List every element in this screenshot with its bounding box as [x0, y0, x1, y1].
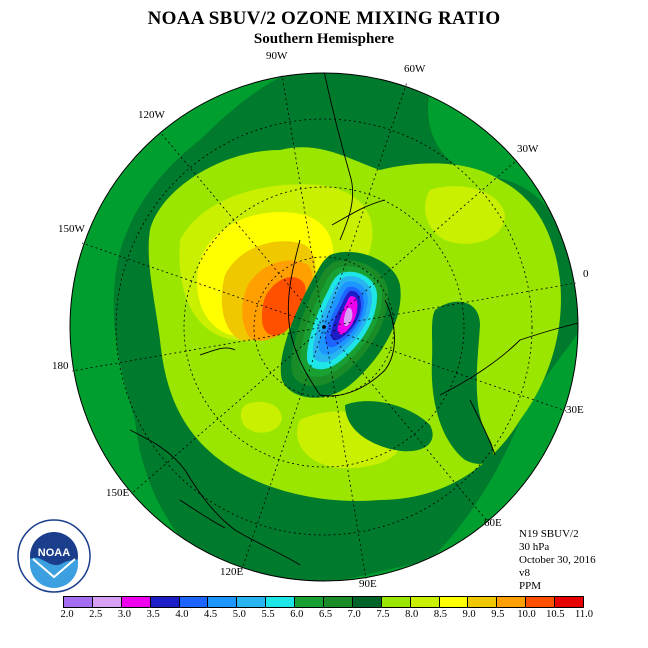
hole-2p5 [343, 307, 353, 327]
colorbar-tick-label: 8.0 [405, 609, 419, 620]
lon-label-30w: 30W [517, 143, 539, 155]
colorbar-swatch-9 [324, 597, 353, 607]
lon-label-90e: 90E [359, 578, 377, 590]
colorbar-tick-label: 6.5 [318, 609, 333, 620]
colorbar-tick-label: 9.5 [491, 609, 505, 620]
colorbar-tick-label: 5.5 [261, 609, 275, 620]
colorbar-tick-label: 3.0 [117, 609, 131, 620]
field-8p0-spot [240, 401, 282, 433]
graticule [71, 74, 577, 580]
colorbar-swatch-17 [555, 597, 584, 607]
lon-label-60e: 60E [484, 517, 502, 529]
colorbar-swatch-1 [92, 597, 122, 607]
info-date: October 30, 2016 [519, 554, 596, 566]
lon-label-180: 180 [52, 360, 69, 372]
colorbar-swatch-13 [439, 597, 469, 607]
colorbar-tick-label: 3.5 [146, 609, 160, 620]
colorbar-swatch-8 [295, 597, 325, 607]
info-pressure: 30 hPa [519, 541, 550, 553]
info-satellite: N19 SBUV/2 [519, 528, 579, 540]
colorbar-tick-label: 4.5 [204, 609, 218, 620]
colorbar-swatch-16 [526, 597, 556, 607]
colorbar-swatch-15 [497, 597, 527, 607]
colorbar-swatch-3 [150, 597, 180, 607]
colorbar-swatch-10 [352, 597, 382, 607]
colorbar-tick-label: 11.0 [575, 609, 593, 620]
colorbar-swatch-2 [121, 597, 151, 607]
map-border [69, 72, 579, 582]
colorbar-tick-label: 7.0 [347, 609, 361, 620]
noaa-logo-text: NOAA [38, 547, 70, 559]
lon-label-120w: 120W [138, 109, 165, 121]
colorbar-swatch-6 [237, 597, 267, 607]
ozone-field [70, 73, 578, 581]
noaa-logo: NOAA [17, 519, 91, 593]
info-version: v8 [519, 567, 530, 579]
colorbar-swatch-14 [468, 597, 498, 607]
colorbar-tick-label: 8.5 [433, 609, 447, 620]
lon-label-90w: 90W [266, 50, 288, 62]
colorbar-tick-label: 2.5 [89, 609, 103, 620]
lon-label-150e: 150E [106, 487, 130, 499]
colorbar [63, 596, 584, 608]
lon-label-60w: 60W [404, 63, 426, 75]
colorbar-swatch-0 [64, 597, 93, 607]
colorbar-tick-label: 6.0 [290, 609, 304, 620]
map-title: NOAA SBUV/2 OZONE MIXING RATIO [147, 8, 501, 29]
lon-label-150w: 150W [58, 223, 85, 235]
colorbar-tick-label: 2.0 [60, 609, 74, 620]
lon-label-0: 0 [583, 268, 589, 280]
colorbar-tick-label: 9.0 [462, 609, 476, 620]
info-units: PPM [519, 580, 542, 592]
colorbar-swatch-4 [179, 597, 209, 607]
colorbar-tick-label: 5.0 [232, 609, 246, 620]
map-subtitle: Southern Hemisphere [253, 31, 395, 47]
colorbar-tick-label: 7.5 [376, 609, 390, 620]
colorbar-swatch-11 [381, 597, 411, 607]
colorbar-swatch-5 [208, 597, 238, 607]
colorbar-swatch-12 [410, 597, 440, 607]
lon-label-30e: 30E [566, 404, 584, 416]
colorbar-tick-label: 10.0 [517, 609, 536, 620]
field-8p0-east [425, 186, 505, 244]
colorbar-swatch-7 [266, 597, 296, 607]
colorbar-tick-label: 4.0 [175, 609, 189, 620]
field-7p0-south [345, 401, 433, 452]
colorbar-tick-label: 10.5 [546, 609, 565, 620]
info-block: N19 SBUV/2 30 hPa October 30, 2016 v8 PP… [519, 528, 596, 593]
lon-label-120e: 120E [220, 566, 244, 578]
